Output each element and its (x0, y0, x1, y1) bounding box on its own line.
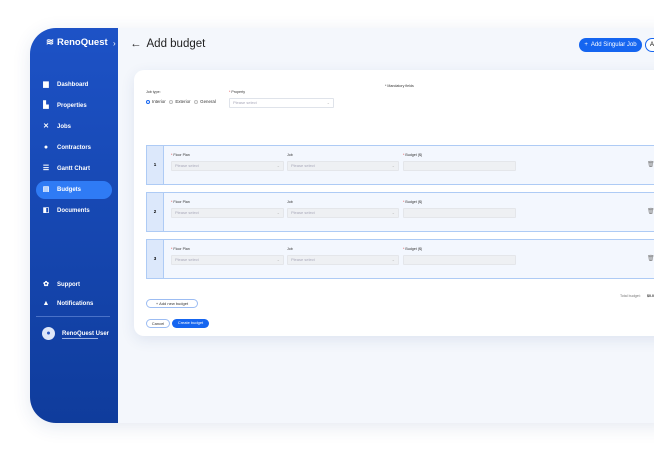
budget-input[interactable] (403, 255, 516, 265)
total-budget-label: Total budget: (620, 294, 641, 298)
back-arrow-icon[interactable]: ← (130, 38, 142, 50)
bell-icon: ▲ (42, 300, 50, 307)
budget-form-card: * Mandatory fields Job type: Interior Ex… (134, 70, 654, 336)
budget-input[interactable] (403, 161, 516, 171)
gantt-icon: ☰ (42, 165, 50, 172)
chevron-down-icon: ⌄ (391, 163, 395, 168)
budget-row-2: 2 * Floor Plan Please select ⌄ Job Please… (146, 192, 654, 232)
sidebar-item-notifications[interactable]: ▲ Notifications (42, 300, 94, 307)
job-select[interactable]: Please select ⌄ (287, 208, 399, 218)
add-singular-job-button[interactable]: + Add Singular Job (579, 38, 642, 52)
sidebar-item-budgets[interactable]: ▤ Budgets (36, 181, 112, 199)
lifebuoy-icon: ✿ (43, 281, 49, 288)
row-number: 2 (147, 193, 164, 231)
budget-input[interactable] (403, 208, 516, 218)
floor-plan-select[interactable]: Please select ⌄ (171, 255, 284, 265)
chevron-down-icon: ⌄ (276, 257, 280, 262)
radio-interior[interactable]: Interior (146, 99, 166, 104)
bar-chart-icon: ▆ (43, 81, 49, 88)
sidebar-divider (36, 316, 110, 317)
tools-icon: ✕ (43, 123, 49, 130)
sidebar-item-gantt-chart[interactable]: ☰ Gantt Chart (42, 165, 90, 172)
trash-icon[interactable]: 🗑 (647, 162, 654, 168)
row-number: 1 (147, 146, 164, 184)
cancel-button[interactable]: Cancel (146, 319, 170, 328)
budget-row-1: 1 * Floor Plan Please select ⌄ Job Please… (146, 145, 654, 185)
add-new-budget-button[interactable]: + Add new budget (146, 299, 198, 308)
floor-plan-select[interactable]: Please select ⌄ (171, 208, 284, 218)
sidebar-item-dashboard[interactable]: ▆ Dashboard (43, 81, 89, 88)
documents-icon: ◧ (42, 207, 50, 214)
job-type-label: Job type: (146, 90, 161, 94)
app-window: ≋ RenoQuest › ▆ Dashboard ▙ Properties ✕ Job… (30, 28, 654, 423)
floor-plan-label: * Floor Plan (171, 153, 190, 157)
row-number: 3 (147, 240, 164, 278)
chevron-down-icon: ⌄ (391, 257, 395, 262)
sidebar-item-support[interactable]: ✿ Support (43, 281, 80, 288)
trash-icon[interactable]: 🗑 (647, 209, 654, 215)
chevron-down-icon: ⌄ (391, 210, 395, 215)
budget-label: * Budget ($) (403, 153, 423, 157)
avatar: ● (42, 327, 55, 340)
budget-row-3: 3 * Floor Plan Please select ⌄ Job Please… (146, 239, 654, 279)
sidebar-item-documents[interactable]: ◧ Documents (42, 207, 90, 214)
user-subtitle-placeholder (62, 338, 98, 339)
sidebar-item-properties[interactable]: ▙ Properties (43, 102, 87, 109)
budget-icon: ▤ (42, 186, 50, 193)
property-label: * Property (229, 90, 245, 94)
logo-icon: ≋ (46, 37, 54, 48)
property-select[interactable]: Please select ⌄ (229, 98, 334, 108)
person-icon: ● (43, 144, 49, 151)
secondary-header-button[interactable]: A (645, 38, 654, 52)
sidebar-item-jobs[interactable]: ✕ Jobs (43, 123, 72, 130)
budget-label: * Budget ($) (403, 247, 423, 251)
job-select[interactable]: Please select ⌄ (287, 161, 399, 171)
plus-icon: + (584, 42, 588, 48)
sidebar: ≋ RenoQuest › ▆ Dashboard ▙ Properties ✕ Job… (30, 28, 118, 423)
budget-label: * Budget ($) (403, 200, 423, 204)
chevron-down-icon: ⌄ (276, 210, 280, 215)
chevron-down-icon: ⌄ (276, 163, 280, 168)
create-budget-button[interactable]: Create budget (172, 319, 209, 328)
floor-plan-select[interactable]: Please select ⌄ (171, 161, 284, 171)
radio-general[interactable]: General (194, 99, 216, 104)
job-type-radio-group: Interior Exterior General (146, 99, 216, 104)
job-label: Job (287, 153, 293, 157)
total-budget-value: $0.0 (647, 294, 654, 298)
logo: ≋ RenoQuest (46, 37, 108, 48)
mandatory-note: * Mandatory fields (385, 84, 414, 88)
radio-exterior[interactable]: Exterior (169, 99, 190, 104)
floor-plan-label: * Floor Plan (171, 247, 190, 251)
collapse-sidebar-icon[interactable]: › (113, 39, 116, 48)
page-title: ← Add budget (130, 38, 206, 50)
plus-icon: + (155, 301, 160, 306)
job-label: Job (287, 200, 293, 204)
floor-plan-label: * Floor Plan (171, 200, 190, 204)
job-label: Job (287, 247, 293, 251)
job-select[interactable]: Please select ⌄ (287, 255, 399, 265)
sidebar-item-contractors[interactable]: ● Contractors (43, 144, 92, 151)
building-icon: ▙ (43, 102, 49, 109)
trash-icon[interactable]: 🗑 (647, 256, 654, 262)
chevron-down-icon: ⌄ (326, 100, 330, 105)
user-profile[interactable]: ● RenoQuest User (42, 327, 109, 340)
